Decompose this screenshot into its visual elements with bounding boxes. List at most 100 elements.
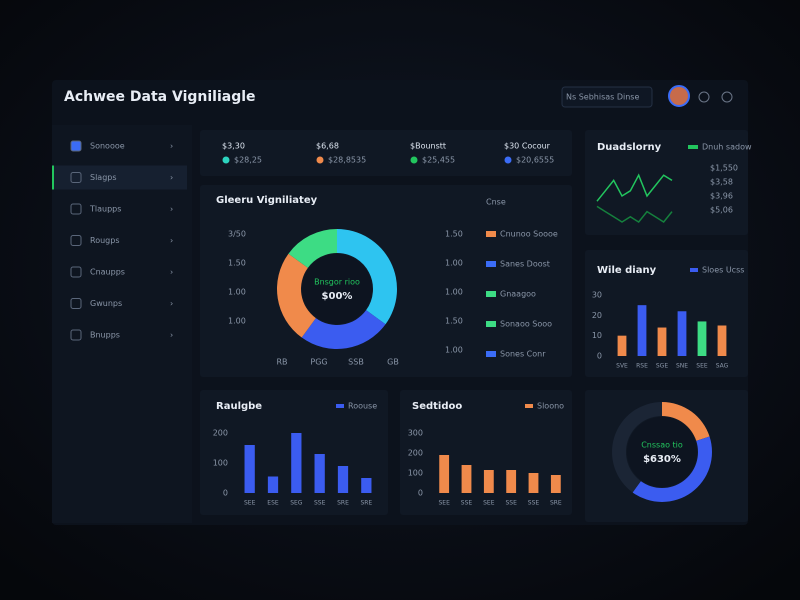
donut-slice [612, 402, 662, 493]
x-tick-label: SSE [314, 500, 326, 507]
axis-label: 1.00 [228, 288, 246, 297]
x-tick-label: SRE [337, 500, 349, 507]
bar [528, 473, 539, 493]
donut-hole [302, 254, 372, 324]
legend-text: Sonaoo Sooo [500, 320, 552, 329]
sidebar-icon [70, 298, 82, 309]
x-tick-label: SSE [528, 500, 540, 507]
y-tick-label: 0 [597, 352, 602, 361]
axis-label: 1.00 [228, 317, 246, 326]
sidebar-icon [70, 140, 82, 152]
search-box[interactable] [561, 86, 653, 108]
bar [337, 466, 349, 493]
x-tick-label: SEG [290, 500, 303, 507]
line-series [596, 173, 673, 202]
stat-dot [504, 156, 512, 164]
bar [483, 470, 494, 493]
bar [439, 455, 450, 493]
sidebar-label: Slagps [90, 173, 117, 182]
bar [361, 478, 372, 493]
bar [697, 321, 707, 356]
side-label: $5,06 [710, 206, 733, 215]
side-label: $3,96 [710, 192, 733, 201]
legend-header: Cnse [486, 198, 506, 207]
sidebar-icon [70, 203, 82, 215]
legend-swatch [336, 404, 344, 408]
x-tick-label: SNE [676, 363, 688, 370]
donut-center-value: $630% [643, 454, 681, 465]
sidebar-chevron[interactable]: › [170, 331, 173, 340]
bar [244, 445, 255, 493]
side-label: $1,550 [710, 164, 738, 173]
legend-text: Roouse [348, 402, 377, 411]
donut-slice [277, 253, 316, 338]
y-tick-label: 10 [592, 331, 602, 340]
y-tick-label: 0 [223, 489, 228, 498]
axis-label: 1.50 [228, 259, 246, 268]
donut-center-label: Bnsgor rioo [314, 278, 360, 287]
x-tick-label: SSE [461, 500, 473, 507]
y-tick-label: 30 [592, 291, 602, 300]
sidebar-chevron[interactable]: › [170, 236, 173, 245]
legend-swatch [525, 404, 533, 408]
axis-label: 1.00 [445, 346, 463, 355]
x-tick-label: SRE [360, 500, 372, 507]
legend-swatch [486, 231, 496, 237]
sidebar-chevron[interactable]: › [170, 299, 173, 308]
settings-icon[interactable] [721, 91, 733, 103]
stat-dot [410, 156, 418, 164]
sidebar-label: Rougps [90, 236, 120, 245]
donut-hole [627, 417, 697, 487]
avatar[interactable] [668, 85, 690, 107]
legend-text: Sanes Doost [500, 260, 550, 269]
panel-title: Gleeru Vigniliatey [216, 195, 318, 206]
stat-value: $30 Cocour [504, 142, 551, 151]
legend-swatch [486, 291, 496, 297]
x-tick-label: SAG [716, 363, 729, 370]
x-tick-label: SSE [505, 500, 517, 507]
stat-dot [316, 156, 324, 164]
x-tick-label: SEE [483, 500, 495, 507]
axis-label: GB [387, 358, 399, 367]
sidebar-chevron[interactable]: › [170, 173, 173, 182]
x-tick-label: SEE [438, 500, 450, 507]
donut-slice [632, 436, 712, 502]
bar [550, 475, 561, 493]
donut-center-label: Cnssao tio [641, 441, 683, 450]
legend-text: Sloono [537, 402, 564, 411]
notification-icon[interactable] [698, 91, 710, 103]
axis-label: 1.50 [445, 317, 463, 326]
panel-title: Sedtidoo [412, 401, 462, 412]
y-tick-label: 20 [592, 311, 602, 320]
stat-value: $Bounstt [410, 142, 446, 151]
sidebar-chevron[interactable]: › [170, 268, 173, 277]
stat-value: $6,68 [316, 142, 339, 151]
axis-label: SSB [348, 358, 364, 367]
axis-label: RB [276, 358, 287, 367]
donut-slice [337, 229, 398, 325]
bar [657, 327, 667, 356]
stat-value: $3,30 [222, 142, 245, 151]
legend-swatch [688, 145, 698, 149]
bar [637, 305, 647, 356]
legend-swatch [486, 261, 496, 267]
bar [677, 311, 687, 356]
sidebar-label: Cnaupps [90, 268, 125, 277]
bar [461, 465, 472, 493]
x-tick-label: SEE [696, 363, 708, 370]
bar [314, 454, 325, 493]
stat-label: $20,6555 [516, 156, 554, 165]
sidebar-chevron[interactable]: › [170, 205, 173, 214]
legend-swatch [486, 351, 496, 357]
legend-swatch [690, 268, 698, 272]
y-tick-label: 0 [418, 489, 423, 498]
stat-label: $28,25 [234, 156, 262, 165]
active-marker [52, 165, 54, 190]
y-tick-label: 100 [213, 459, 228, 468]
bar [267, 476, 279, 493]
sidebar-icon [70, 329, 82, 341]
x-tick-label: SEE [244, 500, 256, 507]
stats-panel [200, 130, 572, 176]
sidebar-chevron[interactable]: › [170, 142, 173, 151]
legend-text: Cnunoo Soooe [500, 230, 558, 239]
